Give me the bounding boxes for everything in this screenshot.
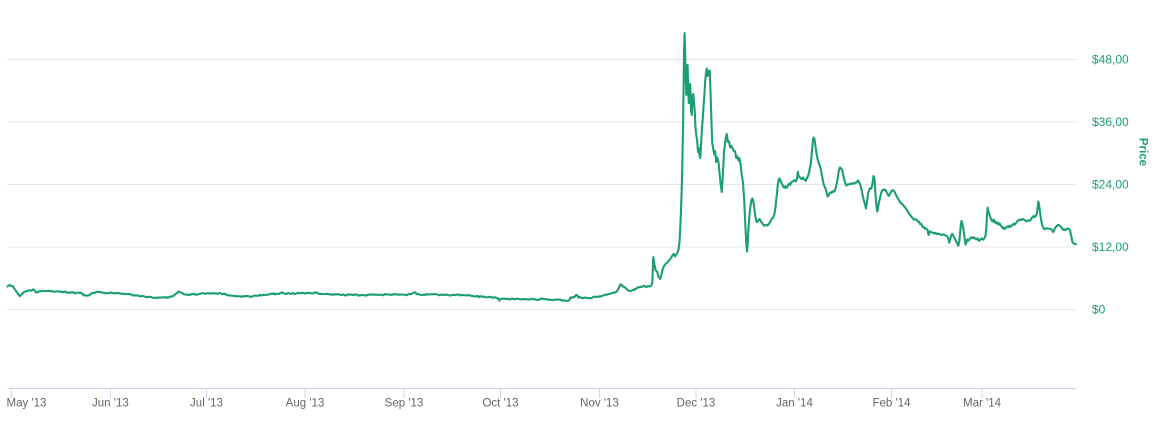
svg-text:$36,00: $36,00: [1092, 115, 1129, 129]
svg-text:$12,00: $12,00: [1092, 240, 1129, 254]
svg-text:Jan '14: Jan '14: [776, 398, 813, 410]
svg-text:May '13: May '13: [7, 398, 47, 410]
svg-text:Jul '13: Jul '13: [190, 398, 223, 410]
svg-text:Jun '13: Jun '13: [92, 398, 129, 410]
svg-text:$24,00: $24,00: [1092, 178, 1129, 192]
svg-text:Mar '14: Mar '14: [963, 398, 1002, 410]
svg-text:Aug '13: Aug '13: [286, 398, 325, 410]
svg-text:$48,00: $48,00: [1092, 53, 1129, 67]
svg-text:$0: $0: [1092, 303, 1106, 317]
svg-text:Feb '14: Feb '14: [873, 398, 912, 410]
svg-text:Nov '13: Nov '13: [580, 398, 619, 410]
svg-text:Oct '13: Oct '13: [482, 398, 518, 410]
svg-text:Price: Price: [1137, 138, 1149, 166]
svg-text:Dec '13: Dec '13: [677, 398, 716, 410]
svg-text:Sep '13: Sep '13: [385, 398, 424, 410]
